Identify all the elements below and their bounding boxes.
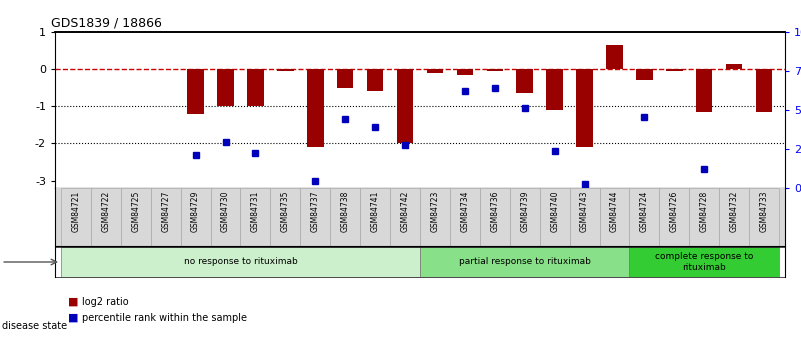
Text: GSM84734: GSM84734 (461, 191, 469, 233)
Text: GSM84729: GSM84729 (191, 191, 200, 232)
Text: GSM84722: GSM84722 (102, 191, 111, 232)
Text: GSM84733: GSM84733 (759, 191, 768, 233)
Bar (61, 247, 420, 277)
Text: ■: ■ (68, 297, 78, 307)
Bar (151, 188, 181, 246)
Bar (570, 188, 599, 246)
Text: GSM84743: GSM84743 (580, 191, 589, 233)
Bar (756, 69, 772, 112)
Bar (277, 69, 294, 71)
Bar (307, 69, 324, 147)
Bar (480, 188, 509, 246)
Bar (337, 69, 353, 88)
Text: GSM84721: GSM84721 (71, 191, 80, 232)
Bar (330, 188, 360, 246)
Bar (540, 188, 570, 246)
Text: GSM84728: GSM84728 (700, 191, 709, 232)
Bar (636, 69, 653, 80)
Bar (666, 69, 682, 71)
Text: GSM84725: GSM84725 (131, 191, 140, 232)
Text: GSM84732: GSM84732 (730, 191, 739, 232)
Text: GSM84730: GSM84730 (221, 191, 230, 233)
Bar (217, 69, 234, 106)
Text: GSM84742: GSM84742 (400, 191, 409, 232)
Bar (420, 188, 450, 246)
Text: GSM84736: GSM84736 (490, 191, 499, 233)
Bar (606, 45, 622, 69)
Bar (427, 69, 443, 73)
Text: GSM84739: GSM84739 (520, 191, 529, 233)
Bar (181, 188, 211, 246)
Text: percentile rank within the sample: percentile rank within the sample (82, 313, 247, 323)
Bar (240, 188, 271, 246)
Bar (420, 247, 630, 277)
Bar (360, 188, 390, 246)
Bar (121, 188, 151, 246)
Text: log2 ratio: log2 ratio (82, 297, 129, 307)
Bar (659, 188, 690, 246)
Text: partial response to rituximab: partial response to rituximab (459, 257, 590, 266)
Text: ■: ■ (68, 313, 78, 323)
Bar (457, 69, 473, 75)
Text: GSM84741: GSM84741 (371, 191, 380, 232)
Text: GSM84731: GSM84731 (251, 191, 260, 232)
Text: GSM84723: GSM84723 (430, 191, 440, 232)
Bar (486, 69, 503, 71)
Text: no response to rituximab: no response to rituximab (183, 257, 297, 266)
Bar (509, 188, 540, 246)
Bar (300, 188, 330, 246)
Bar (719, 188, 749, 246)
Text: GSM84737: GSM84737 (311, 191, 320, 233)
Bar (271, 188, 300, 246)
Text: complete response to
rituximab: complete response to rituximab (655, 252, 754, 272)
Bar (599, 188, 630, 246)
Bar (390, 188, 420, 246)
Text: GSM84740: GSM84740 (550, 191, 559, 233)
Text: disease state: disease state (2, 321, 67, 331)
Bar (517, 69, 533, 93)
Bar (211, 188, 240, 246)
Bar (546, 69, 563, 110)
Bar (696, 69, 712, 112)
Bar (396, 69, 413, 144)
Bar (630, 188, 659, 246)
Text: GSM84735: GSM84735 (281, 191, 290, 233)
Text: GDS1839 / 18866: GDS1839 / 18866 (51, 17, 163, 29)
Bar (577, 69, 593, 147)
Bar (61, 188, 91, 246)
Text: GSM84727: GSM84727 (161, 191, 170, 232)
Text: GSM84738: GSM84738 (340, 191, 350, 232)
Bar (726, 63, 743, 69)
Bar (630, 247, 779, 277)
Bar (450, 188, 480, 246)
Text: GSM84724: GSM84724 (640, 191, 649, 232)
Bar (187, 69, 203, 114)
Bar (690, 188, 719, 246)
Bar (91, 188, 121, 246)
Bar (248, 69, 264, 106)
Text: GSM84726: GSM84726 (670, 191, 678, 232)
Bar (367, 69, 384, 91)
Bar (749, 188, 779, 246)
Text: GSM84744: GSM84744 (610, 191, 619, 233)
